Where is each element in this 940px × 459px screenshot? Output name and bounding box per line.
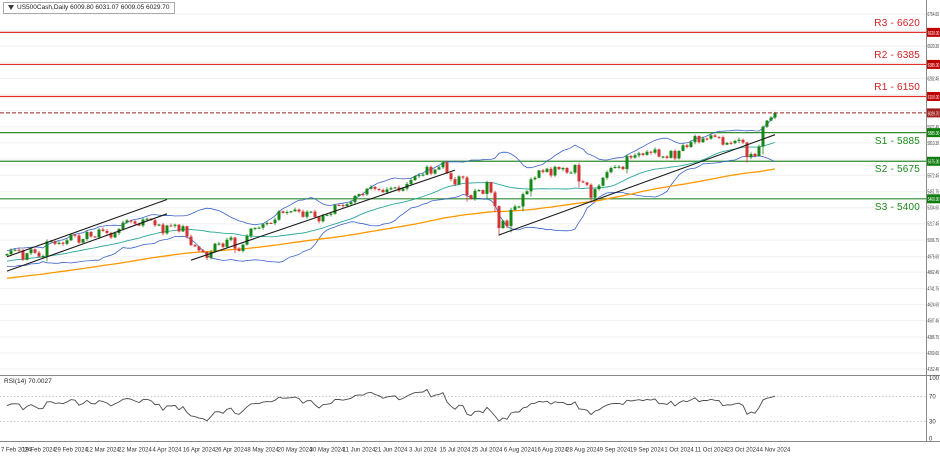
svg-text:19 Sep 2024: 19 Sep 2024 <box>630 448 665 454</box>
svg-text:8 May 2024: 8 May 2024 <box>247 448 279 454</box>
chart-arrow-icon <box>8 5 14 11</box>
sma-slow-line <box>6 168 776 280</box>
svg-text:6385.00: 6385.00 <box>928 63 940 69</box>
svg-text:1 Oct 2024: 1 Oct 2024 <box>664 448 694 454</box>
svg-text:4152.45: 4152.45 <box>928 367 940 373</box>
svg-text:25 Jul 2024: 25 Jul 2024 <box>471 448 503 454</box>
svg-text:100: 100 <box>929 376 940 382</box>
svg-text:6754.60: 6754.60 <box>928 12 940 18</box>
resistance-r2-label: R2 - 6385 <box>874 50 920 62</box>
bollinger-lower-line <box>6 155 776 267</box>
svg-text:3 Jul 2024: 3 Jul 2024 <box>409 448 437 454</box>
rsi-pane: 100 70 30 0 <box>0 376 940 443</box>
svg-text:12 Mar 2024: 12 Mar 2024 <box>86 448 120 454</box>
svg-text:5572.45: 5572.45 <box>928 173 940 179</box>
svg-text:19 Feb 2024: 19 Feb 2024 <box>22 448 56 454</box>
svg-text:6150.00: 6150.00 <box>928 95 940 101</box>
svg-text:6520.30: 6520.30 <box>928 44 940 50</box>
svg-text:5885.00: 5885.00 <box>928 131 940 137</box>
svg-text:5675.00: 5675.00 <box>928 160 940 166</box>
svg-text:4269.60: 4269.60 <box>928 351 940 357</box>
symbol-info-box: US500Cash,Daily 6009.80 6031.07 6009.05 … <box>3 2 175 14</box>
indicator-lines <box>6 115 776 280</box>
price-level-box <box>927 156 940 166</box>
sma-fast-line <box>6 142 776 262</box>
svg-text:4862.45: 4862.45 <box>928 270 940 276</box>
svg-text:5096.75: 5096.75 <box>928 238 940 244</box>
svg-text:5217.45: 5217.45 <box>928 222 940 228</box>
resistance-r1-label: R1 - 6150 <box>874 82 920 94</box>
svg-text:4624.60: 4624.60 <box>928 303 940 309</box>
svg-text:26 Apr 2024: 26 Apr 2024 <box>215 448 248 454</box>
svg-text:4975.60: 4975.60 <box>928 255 940 261</box>
price-level-box <box>927 27 940 37</box>
price-level-box <box>927 108 940 118</box>
svg-text:5334.60: 5334.60 <box>928 206 940 212</box>
svg-text:4 Apr 2024: 4 Apr 2024 <box>152 448 182 454</box>
svg-text:7 Feb 2024: 7 Feb 2024 <box>1 448 32 454</box>
price-level-box <box>927 194 940 204</box>
svg-text:9 Sep 2024: 9 Sep 2024 <box>600 448 631 454</box>
svg-text:11 Oct 2024: 11 Oct 2024 <box>695 448 728 454</box>
svg-text:6029.70: 6029.70 <box>928 111 940 117</box>
grid-layer <box>0 13 926 370</box>
candles-layer <box>5 111 777 262</box>
price-level-box <box>927 91 940 101</box>
support-resistance-lines <box>0 31 926 200</box>
bollinger-upper-line <box>6 115 776 252</box>
support-s2-label: S2 - 5675 <box>874 164 920 176</box>
svg-text:6 Aug 2024: 6 Aug 2024 <box>504 448 535 454</box>
svg-text:15 Jul 2024: 15 Jul 2024 <box>439 448 471 454</box>
rsi-indicator-label: RSI(14) 70.0027 <box>4 378 52 385</box>
support-s1-label: S1 - 5885 <box>874 135 920 147</box>
svg-text:16 Aug 2024: 16 Aug 2024 <box>534 448 568 454</box>
svg-text:30 May 2024: 30 May 2024 <box>310 448 345 454</box>
symbol-ohlc-text: US500Cash,Daily 6009.80 6031.07 6009.05 … <box>17 4 170 11</box>
svg-text:6282.45: 6282.45 <box>928 76 940 82</box>
price-level-box <box>927 128 940 138</box>
svg-text:5810.30: 5810.30 <box>928 141 940 147</box>
svg-text:4 Nov 2024: 4 Nov 2024 <box>760 448 791 454</box>
price-axis: 6754.60 6520.30 6282.45 5927.45 5810.30 5572.… <box>0 0 940 442</box>
svg-text:22 Mar 2024: 22 Mar 2024 <box>118 448 152 454</box>
svg-text:5400.00: 5400.00 <box>928 197 940 203</box>
svg-text:5451.75: 5451.75 <box>928 190 940 196</box>
support-s3-label: S3 - 5400 <box>874 201 920 213</box>
rsi-line <box>6 388 776 422</box>
svg-text:4386.75: 4386.75 <box>928 335 940 341</box>
svg-text:4507.45: 4507.45 <box>928 319 940 325</box>
svg-text:5927.45: 5927.45 <box>928 125 940 131</box>
price-level-box <box>927 59 940 69</box>
svg-text:20 May 2024: 20 May 2024 <box>278 448 313 454</box>
svg-text:29 Feb 2024: 29 Feb 2024 <box>54 448 88 454</box>
svg-text:11 Jun 2024: 11 Jun 2024 <box>343 448 376 454</box>
trendlines-layer <box>6 134 776 272</box>
svg-text:30: 30 <box>929 419 936 425</box>
svg-text:6620.00: 6620.00 <box>928 31 940 37</box>
svg-text:16 Apr 2024: 16 Apr 2024 <box>183 448 216 454</box>
svg-text:28 Aug 2024: 28 Aug 2024 <box>566 448 600 454</box>
svg-text:4741.75: 4741.75 <box>928 287 940 293</box>
resistance-r3-label: R3 - 6620 <box>874 18 920 30</box>
svg-text:23 Oct 2024: 23 Oct 2024 <box>727 448 760 454</box>
svg-text:0: 0 <box>929 437 933 443</box>
svg-text:70: 70 <box>929 395 936 401</box>
svg-text:21 Jun 2024: 21 Jun 2024 <box>374 448 408 454</box>
